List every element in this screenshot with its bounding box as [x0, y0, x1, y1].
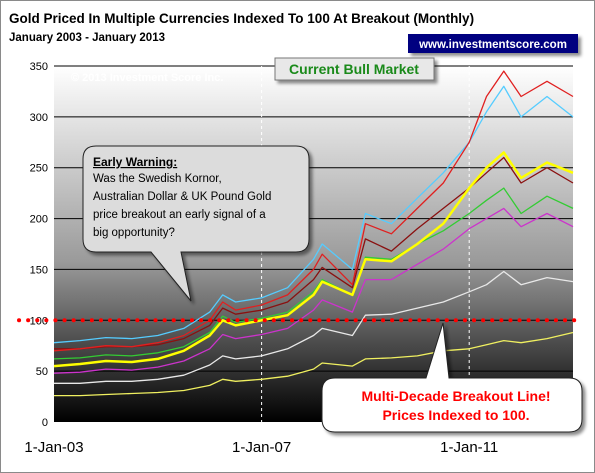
callout-line-4: big opportunity?: [93, 227, 175, 239]
callout-line-1: Was the Swedish Kornor,: [93, 173, 222, 185]
x-tick-label: 1-Jan-07: [232, 439, 291, 456]
series-lines: [53, 70, 574, 397]
x-tick-label: 1-Jan-03: [24, 439, 83, 456]
breakout-note-bubble: [321, 322, 583, 433]
x-axis-ticks: 1-Jan-03 1-Jan-07 1-Jan-11: [24, 439, 498, 456]
series-line-2: [53, 151, 574, 368]
chart-subtitle: January 2003 - January 2013: [9, 32, 165, 44]
series-line-0: [53, 70, 574, 352]
y-axis-ticks: 050100150200250300350: [30, 61, 48, 429]
callout-line-3: price breakout an early signal of a: [93, 209, 266, 221]
x-tick-label: 1-Jan-11: [440, 439, 498, 456]
y-tick-label: 200: [30, 214, 48, 226]
callout-bubble: [82, 145, 310, 302]
copyright-text: © 2013 Investment Score Inc.: [71, 72, 223, 84]
series-line-3: [54, 156, 574, 350]
source-badge-bg: [408, 34, 578, 53]
series-line-7: [54, 331, 574, 397]
chart-title: Gold Priced In Multiple Currencies Index…: [9, 11, 474, 26]
series-line-1: [53, 85, 574, 344]
y-tick-label: 300: [30, 112, 48, 124]
callout-heading: Early Warning:: [93, 155, 177, 169]
y-tick-label: 150: [30, 264, 48, 276]
y-tick-label: 0: [42, 417, 48, 429]
series-line-5: [53, 207, 574, 374]
breakout-note-line-2: Prices Indexed to 100.: [382, 407, 529, 423]
breakout-note-line-1: Multi-Decade Breakout Line!: [361, 388, 550, 404]
series-line-4: [53, 187, 574, 360]
y-tick-label: 350: [30, 61, 48, 73]
y-tick-label: 50: [36, 366, 48, 378]
callout-line-2: Australian Dollar & UK Pound Gold: [93, 191, 271, 203]
series-line-6: [54, 270, 574, 384]
source-badge[interactable]: www.investmentscore.com: [418, 39, 567, 51]
period-label: Current Bull Market: [289, 61, 419, 77]
period-label-box: [274, 57, 435, 81]
y-tick-label: 250: [30, 163, 48, 175]
